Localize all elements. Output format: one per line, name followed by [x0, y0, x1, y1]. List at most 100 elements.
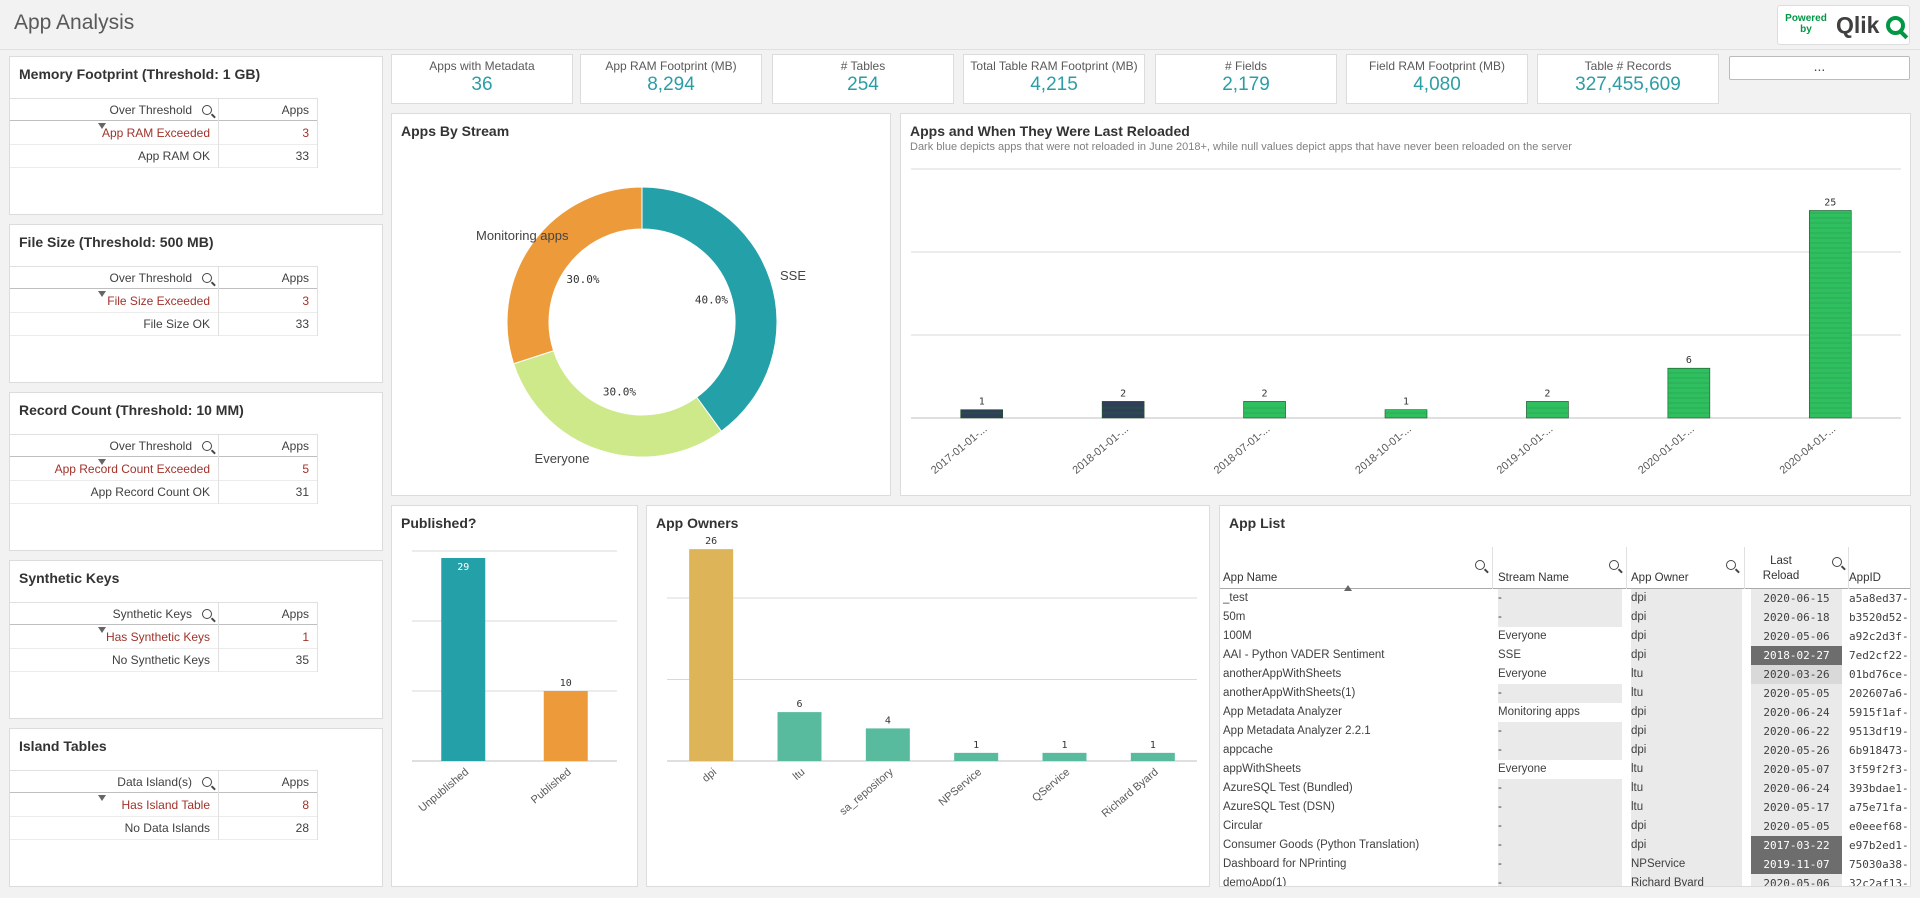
column-header-dimension[interactable]: Synthetic Keys	[10, 603, 212, 626]
table-row[interactable]: App RAM OK 33	[10, 145, 317, 168]
search-icon[interactable]	[202, 609, 212, 619]
column-header[interactable]: App Owner	[1631, 572, 1740, 584]
search-icon[interactable]	[202, 777, 212, 787]
bar[interactable]	[1808, 210, 1852, 419]
app-owners-panel[interactable]: App Owners 26 dpi 6 ltu 4 sa_repository 1 NPSer…	[646, 505, 1210, 887]
row-label[interactable]: Has Island Table	[121, 798, 211, 812]
table-cell-owner[interactable]: dpi	[1631, 817, 1742, 836]
table-cell-reload[interactable]: 2020-05-05	[1751, 684, 1842, 703]
column-header-apps[interactable]: Apps	[281, 607, 309, 621]
table-cell-stream[interactable]: -	[1498, 817, 1622, 836]
table-cell-stream[interactable]: -	[1498, 855, 1622, 874]
table-cell-owner[interactable]: dpi	[1631, 722, 1742, 741]
table-cell-name[interactable]: demoApp(1)	[1223, 877, 1287, 887]
table-cell-reload[interactable]: 2020-06-24	[1751, 779, 1842, 798]
table-cell-owner[interactable]: ltu	[1631, 798, 1742, 817]
published-panel[interactable]: Published? 29 Unpublished 10 Published	[391, 505, 638, 887]
table-row[interactable]: File Size Exceeded 3	[10, 290, 317, 313]
table-cell-owner[interactable]: ltu	[1631, 665, 1742, 684]
table-cell-name[interactable]: AzureSQL Test (DSN)	[1223, 801, 1335, 813]
column-header[interactable]: Last Reload	[1751, 554, 1811, 584]
threshold-panel[interactable]: Record Count (Threshold: 10 MM) Over Thre…	[9, 392, 383, 551]
donut-slice[interactable]	[641, 186, 778, 432]
table-cell-stream[interactable]: SSE	[1498, 649, 1522, 661]
table-row[interactable]: demoApp(1) - Richard Byard 2020-05-06 32c2af…	[1220, 874, 1910, 887]
bar[interactable]	[543, 691, 588, 761]
bar[interactable]	[441, 558, 486, 761]
kpi-card[interactable]: Apps with Metadata 36	[391, 54, 573, 104]
column-header-apps[interactable]: Apps	[281, 271, 309, 285]
table-cell-reload[interactable]: 2018-02-27	[1751, 646, 1842, 665]
bar[interactable]	[1243, 401, 1286, 419]
table-row[interactable]: App RAM Exceeded 3	[10, 122, 317, 145]
threshold-panel[interactable]: Island Tables Data Island(s) Apps Has Islan…	[9, 728, 383, 887]
table-cell-name[interactable]: _test	[1223, 592, 1248, 604]
table-cell-id[interactable]: 01bd76ce-f	[1849, 668, 1908, 681]
table-cell-id[interactable]: 9513df19-2	[1849, 725, 1908, 738]
table-cell-stream[interactable]: Monitoring apps	[1498, 706, 1580, 718]
table-cell-reload[interactable]: 2017-03-22	[1751, 836, 1842, 855]
search-icon[interactable]	[202, 105, 212, 115]
donut-slice[interactable]	[506, 186, 643, 365]
table-row[interactable]: anotherAppWithSheets Everyone ltu 2020-03-2…	[1220, 665, 1910, 684]
more-options-button[interactable]: ...	[1729, 56, 1910, 80]
table-cell-name[interactable]: 100M	[1223, 630, 1252, 642]
bar[interactable]	[777, 712, 822, 761]
table-cell-owner[interactable]: ltu	[1631, 684, 1742, 703]
threshold-panel[interactable]: File Size (Threshold: 500 MB) Over Thresh…	[9, 224, 383, 383]
threshold-panel[interactable]: Synthetic Keys Synthetic Keys Apps Has Synt…	[9, 560, 383, 719]
table-cell-name[interactable]: Dashboard for NPrinting	[1223, 858, 1347, 870]
last-reloaded-chart[interactable]: 1 2017-01-01-... 2 2018-01-01-... 2 2018-07-0…	[901, 114, 1910, 495]
table-cell-id[interactable]: 393bdae1-3	[1849, 782, 1908, 795]
table-cell-stream[interactable]: -	[1498, 779, 1622, 798]
table-cell-owner[interactable]: dpi	[1631, 703, 1742, 722]
table-cell-name[interactable]: appcache	[1223, 744, 1273, 756]
row-label[interactable]: App Record Count Exceeded	[54, 462, 210, 476]
table-row[interactable]: AAI - Python VADER Sentiment SSE dpi 2018-0…	[1220, 646, 1910, 665]
table-cell-stream[interactable]: -	[1498, 874, 1622, 886]
column-header-dimension[interactable]: Over Threshold	[10, 267, 212, 290]
table-cell-name[interactable]: Circular	[1223, 820, 1263, 832]
table-cell-stream[interactable]: -	[1498, 684, 1622, 703]
table-row[interactable]: No Synthetic Keys 35	[10, 649, 317, 672]
table-cell-owner[interactable]: Richard Byard	[1631, 874, 1742, 886]
kpi-card[interactable]: Field RAM Footprint (MB) 4,080	[1346, 54, 1528, 104]
table-row[interactable]: _test -dpi 2020-06-15 a5a8ed37-2	[1220, 589, 1910, 608]
kpi-card[interactable]: # Tables 254	[772, 54, 954, 104]
search-icon[interactable]	[202, 273, 212, 283]
table-row[interactable]: App Record Count OK 31	[10, 481, 317, 504]
table-cell-reload[interactable]: 2020-06-15	[1751, 589, 1842, 608]
row-label[interactable]: No Synthetic Keys	[111, 653, 210, 667]
table-cell-id[interactable]: e0eeef68-4	[1849, 820, 1908, 833]
table-cell-stream[interactable]: -	[1498, 798, 1622, 817]
donut-slice[interactable]	[512, 350, 723, 458]
table-cell-id[interactable]: 5915f1af-3	[1849, 706, 1908, 719]
table-row[interactable]: 50m -dpi 2020-06-18 b3520d52-a	[1220, 608, 1910, 627]
table-cell-name[interactable]: anotherAppWithSheets(1)	[1223, 687, 1356, 699]
table-cell-owner[interactable]: dpi	[1631, 627, 1742, 646]
table-cell-stream[interactable]: Everyone	[1498, 668, 1547, 680]
bar[interactable]	[954, 752, 999, 761]
column-header[interactable]: App Name	[1223, 572, 1487, 584]
table-cell-id[interactable]: a92c2d3f-d	[1849, 630, 1908, 643]
table-cell-stream[interactable]: -	[1498, 836, 1622, 855]
row-label[interactable]: File Size OK	[143, 317, 210, 331]
bar[interactable]	[865, 728, 910, 761]
kpi-card[interactable]: Table # Records 327,455,609	[1537, 54, 1719, 104]
table-row[interactable]: anotherAppWithSheets(1) - ltu 2020-05-05 202…	[1220, 684, 1910, 703]
table-row[interactable]: Dashboard for NPrinting - NPService 2019-11…	[1220, 855, 1910, 874]
kpi-card[interactable]: # Fields 2,179	[1155, 54, 1337, 104]
table-cell-name[interactable]: appWithSheets	[1223, 763, 1301, 775]
column-header-dimension[interactable]: Data Island(s)	[10, 771, 212, 794]
table-cell-reload[interactable]: 2020-05-26	[1751, 741, 1842, 760]
table-cell-owner[interactable]: NPService	[1631, 855, 1742, 874]
table-row[interactable]: No Data Islands 28	[10, 817, 317, 840]
row-label[interactable]: File Size Exceeded	[107, 294, 210, 308]
table-cell-name[interactable]: Consumer Goods (Python Translation)	[1223, 839, 1420, 851]
table-cell-reload[interactable]: 2020-03-26	[1751, 665, 1842, 684]
column-header-apps[interactable]: Apps	[281, 439, 309, 453]
table-cell-reload[interactable]: 2019-11-07	[1751, 855, 1842, 874]
table-row[interactable]: App Metadata Analyzer 2.2.1 - dpi 2020-06-2…	[1220, 722, 1910, 741]
app-owners-chart[interactable]: 26 dpi 6 ltu 4 sa_repository 1 NPService 1 QServi…	[647, 506, 1209, 886]
table-cell-id[interactable]: a5a8ed37-2	[1849, 592, 1908, 605]
